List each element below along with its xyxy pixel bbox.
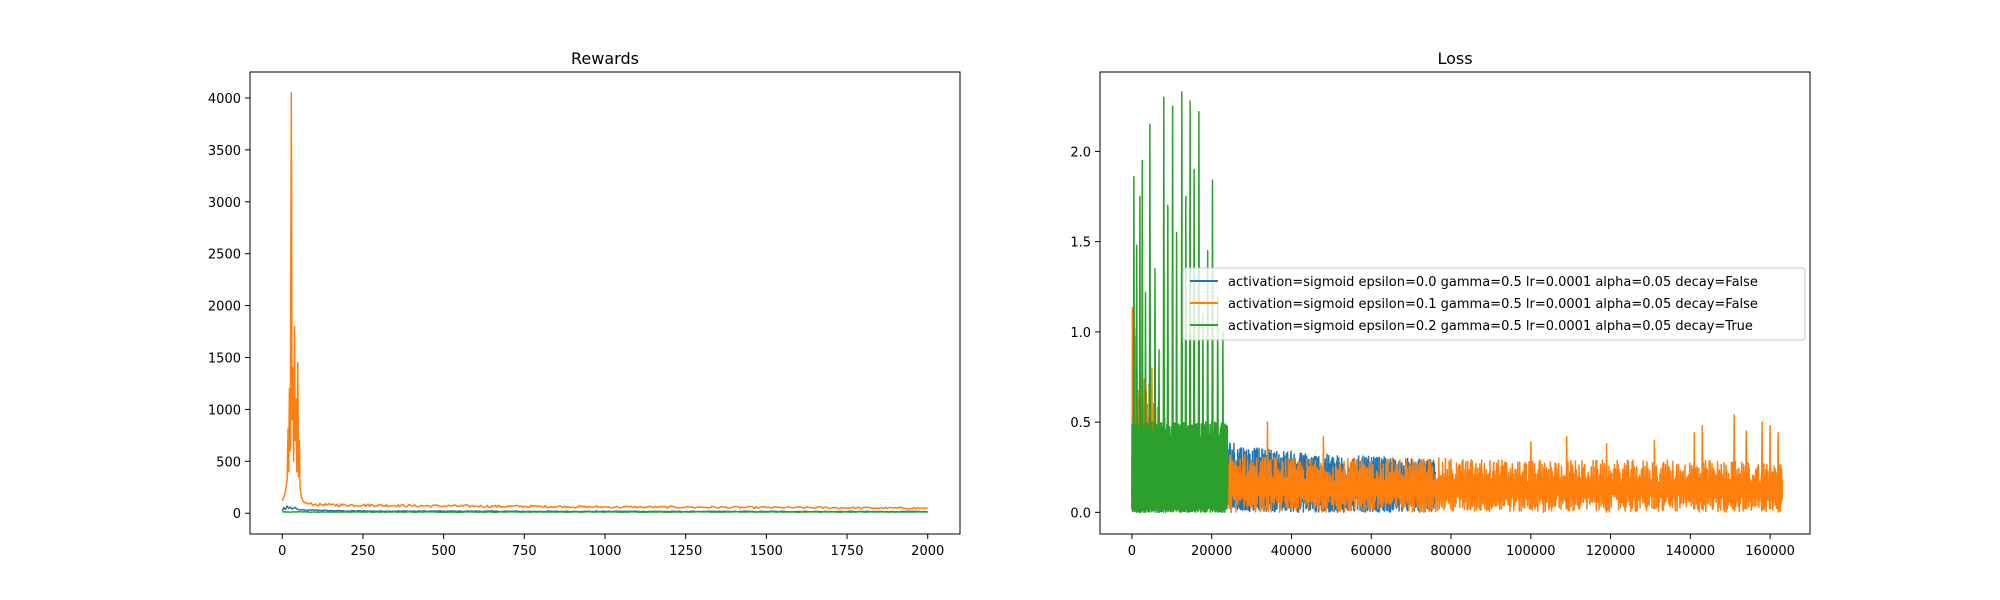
loss-ticks-layer: 0 20000 40000 60000 80000 100000 120000 140000 1…	[1070, 145, 1795, 559]
loss-chart: Loss 0 20000 40000 60000 80000 100000 120000 14…	[1070, 49, 1811, 559]
x-tick-label: 0	[278, 544, 286, 559]
loss-legend: activation=sigmoid epsilon=0.0 gamma=0.5…	[1182, 267, 1806, 341]
x-tick-label: 80000	[1430, 544, 1471, 559]
y-tick-label: 1.5	[1070, 236, 1091, 251]
rewards-series-layer	[281, 92, 928, 513]
legend-box	[1182, 267, 1806, 341]
y-tick-label: 2500	[208, 248, 241, 263]
y-tick-label: 3500	[208, 144, 241, 159]
rewards-ticks-layer: 0 250 500 750 1000 1250 1500 1750 2000 0 500 1000 15…	[208, 92, 944, 559]
y-tick-label: 0.5	[1070, 416, 1091, 431]
legend-label-1: activation=sigmoid epsilon=0.0 gamma=0.5…	[1228, 275, 1758, 290]
y-tick-label: 2000	[208, 300, 241, 315]
legend-label-2: activation=sigmoid epsilon=0.1 gamma=0.5…	[1228, 297, 1758, 312]
rewards-chart: Rewards 0 250 500 750 1000 1250 1500 1750 2000 0 5…	[208, 49, 961, 559]
x-tick-label: 100000	[1506, 544, 1556, 559]
y-tick-label: 500	[216, 455, 241, 470]
y-tick-label: 1000	[208, 403, 241, 418]
y-tick-label: 4000	[208, 92, 241, 107]
x-tick-label: 20000	[1191, 544, 1232, 559]
y-tick-label: 0.0	[1070, 506, 1091, 521]
x-tick-label: 160000	[1745, 544, 1795, 559]
loss-series-layer	[1131, 91, 1784, 514]
loss-series-3-line	[1131, 91, 1229, 514]
x-tick-label: 750	[512, 544, 537, 559]
x-tick-label: 40000	[1271, 544, 1312, 559]
x-tick-label: 1000	[588, 544, 621, 559]
legend-label-3: activation=sigmoid epsilon=0.2 gamma=0.5…	[1228, 319, 1753, 334]
x-tick-label: 2000	[911, 544, 944, 559]
rewards-axes-frame	[249, 71, 961, 535]
y-tick-label: 3000	[208, 196, 241, 211]
x-tick-label: 1750	[830, 544, 863, 559]
x-tick-label: 1500	[750, 544, 783, 559]
x-tick-label: 500	[431, 544, 456, 559]
x-tick-label: 0	[1128, 544, 1136, 559]
rewards-title: Rewards	[571, 49, 639, 68]
y-tick-label: 1500	[208, 352, 241, 367]
y-tick-label: 2.0	[1070, 145, 1091, 160]
loss-title: Loss	[1437, 49, 1472, 68]
x-tick-label: 60000	[1351, 544, 1392, 559]
loss-series-2-line	[1131, 306, 1784, 514]
y-tick-label: 1.0	[1070, 326, 1091, 341]
x-tick-label: 1250	[669, 544, 702, 559]
loss-axes-frame	[1099, 71, 1811, 535]
rewards-series-2-line	[281, 92, 928, 510]
y-tick-label: 0	[233, 507, 241, 522]
x-tick-label: 120000	[1586, 544, 1636, 559]
x-tick-label: 250	[351, 544, 376, 559]
x-tick-label: 140000	[1666, 544, 1716, 559]
